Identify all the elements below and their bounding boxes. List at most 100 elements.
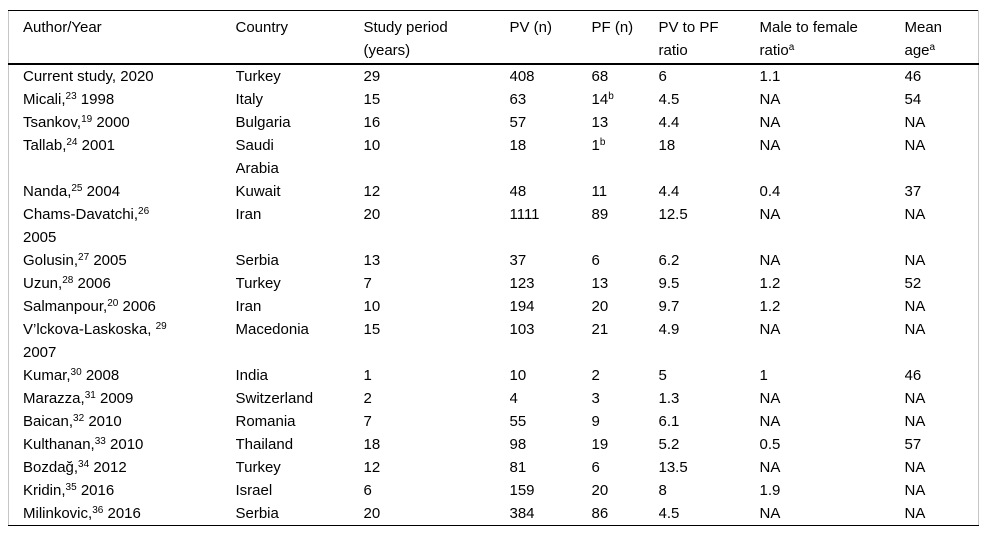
cell-mf: 1	[759, 367, 768, 384]
cell-ratio: 5	[658, 367, 667, 384]
superscript-note: 25	[71, 182, 83, 194]
cell-period: 12	[363, 183, 381, 200]
cell-country: Iran	[235, 206, 262, 223]
cell-period: 15	[363, 321, 381, 338]
cell-country: India	[235, 367, 269, 384]
cell-age: NA	[904, 482, 926, 499]
cell-mf: NA	[759, 252, 781, 269]
cell-age: NA	[904, 252, 926, 269]
cell-age: NA	[904, 459, 926, 476]
table-body: Current study, 2020 Turkey 29 408 68 6 1.1 46 Mi…	[9, 64, 979, 526]
cell-pf: 68	[591, 68, 609, 85]
cell-author: Current study, 2020	[23, 68, 154, 85]
cell-ratio: 8	[658, 482, 667, 499]
cell-period: 10	[363, 137, 381, 154]
table-row: V’lckova-Laskoska, 29 2007 Macedonia 15 103 2…	[9, 318, 979, 364]
cell-ratio: 12.5	[658, 206, 688, 223]
cell-pv: 10	[509, 367, 527, 384]
cell-country: Kuwait	[235, 183, 281, 200]
cell-age: NA	[904, 206, 926, 223]
cell-author: Nanda,25 2004	[23, 182, 121, 200]
cell-country: Turkey	[235, 459, 281, 476]
cell-ratio: 1.3	[658, 390, 680, 407]
cell-country: Switzerland	[235, 390, 314, 407]
cell-age: 46	[904, 367, 922, 384]
superscript-note: b	[599, 136, 606, 148]
cell-period: 16	[363, 114, 381, 131]
superscript-note: 33	[94, 435, 106, 447]
cell-period: 29	[363, 68, 381, 85]
cell-country: Iran	[235, 298, 262, 315]
cell-country: Italy	[235, 91, 264, 108]
cell-period: 20	[363, 206, 381, 223]
cell-pf: 14b	[591, 90, 614, 108]
cell-period: 7	[363, 413, 372, 430]
column-header-age: Mean agea	[904, 10, 979, 65]
superscript-note: a	[788, 41, 795, 53]
cell-pv: 4	[509, 390, 518, 407]
table-row: Nanda,25 2004 Kuwait 12 48 11 4.4 0.4 37	[9, 180, 979, 203]
superscript-note: 32	[73, 412, 85, 424]
cell-ratio: 18	[658, 137, 676, 154]
cell-pv: 98	[509, 436, 527, 453]
cell-ratio: 4.5	[658, 91, 680, 108]
cell-age: NA	[904, 298, 926, 315]
superscript-note: 24	[66, 136, 78, 148]
cell-country: Serbia	[235, 505, 279, 522]
cell-period: 18	[363, 436, 381, 453]
cell-pv: 63	[509, 91, 527, 108]
cell-period: 13	[363, 252, 381, 269]
cell-mf: 0.5	[759, 436, 781, 453]
cell-age: NA	[904, 114, 926, 131]
superscript-note: 27	[78, 251, 90, 263]
cell-author: Kumar,30 2008	[23, 366, 120, 384]
cell-pv: 194	[509, 298, 535, 315]
table-row: Bozdağ,34 2012 Turkey 12 81 6 13.5 NA NA	[9, 456, 979, 479]
cell-pf: 19	[591, 436, 609, 453]
cell-ratio: 13.5	[658, 459, 688, 476]
table-row: Tsankov,19 2000 Bulgaria 16 57 13 4.4 NA NA	[9, 111, 979, 134]
cell-ratio: 6	[658, 68, 667, 85]
cell-country: Israel	[235, 482, 273, 499]
paper-page: Author/Year Country Study period (years) PV …	[0, 10, 992, 547]
table-row: Kridin,35 2016 Israel 6 159 20 8 1.9 NA	[9, 479, 979, 502]
cell-country: Saudi Arabia	[235, 137, 279, 177]
cell-pf: 6	[591, 252, 600, 269]
cell-country: Serbia	[235, 252, 279, 269]
cell-pv: 81	[509, 459, 527, 476]
superscript-note: 20	[107, 297, 119, 309]
column-header-pf: PF (n)	[591, 10, 659, 65]
cell-age: 54	[904, 91, 922, 108]
cell-period: 1	[363, 367, 372, 384]
table-row: Marazza,31 2009 Switzerland 2 4 3 1.3 NA NA	[9, 387, 979, 410]
cell-pv: 55	[509, 413, 527, 430]
table-row: Baican,32 2010 Romania 7 55 9 6.1 NA NA	[9, 410, 979, 433]
cell-mf: NA	[759, 413, 781, 430]
cell-pf: 20	[591, 298, 609, 315]
cell-author: V’lckova-Laskoska, 29 2007	[23, 320, 167, 361]
cell-ratio: 4.9	[658, 321, 680, 338]
table-row: Kumar,30 2008 India 1 10 2 5 1 46	[9, 364, 979, 387]
cell-country: Macedonia	[235, 321, 309, 338]
superscript-note: 31	[84, 389, 96, 401]
cell-pv: 57	[509, 114, 527, 131]
superscript-note: 30	[70, 366, 82, 378]
cell-author: Kridin,35 2016	[23, 481, 115, 499]
column-header-pv: PV (n)	[509, 10, 592, 65]
cell-period: 6	[363, 482, 372, 499]
cell-mf: 1.2	[759, 275, 781, 292]
table-row: Micali,23 1998 Italy 15 63 14b 4.5 NA 54	[9, 88, 979, 111]
cell-author: Uzun,28 2006	[23, 274, 111, 292]
cell-mf: NA	[759, 137, 781, 154]
superscript-note: a	[929, 41, 936, 53]
superscript-note: 36	[92, 504, 104, 516]
cell-author: Baican,32 2010	[23, 412, 122, 430]
header-row: Author/Year Country Study period (years) PV …	[8, 10, 979, 65]
cell-ratio: 9.5	[658, 275, 680, 292]
superscript-note: 23	[65, 90, 77, 102]
cell-period: 12	[363, 459, 381, 476]
superscript-note: 26	[138, 205, 150, 217]
cell-country: Bulgaria	[235, 114, 291, 131]
cell-pv: 48	[509, 183, 527, 200]
table-row: Golusin,27 2005 Serbia 13 37 6 6.2 NA NA	[9, 249, 979, 272]
